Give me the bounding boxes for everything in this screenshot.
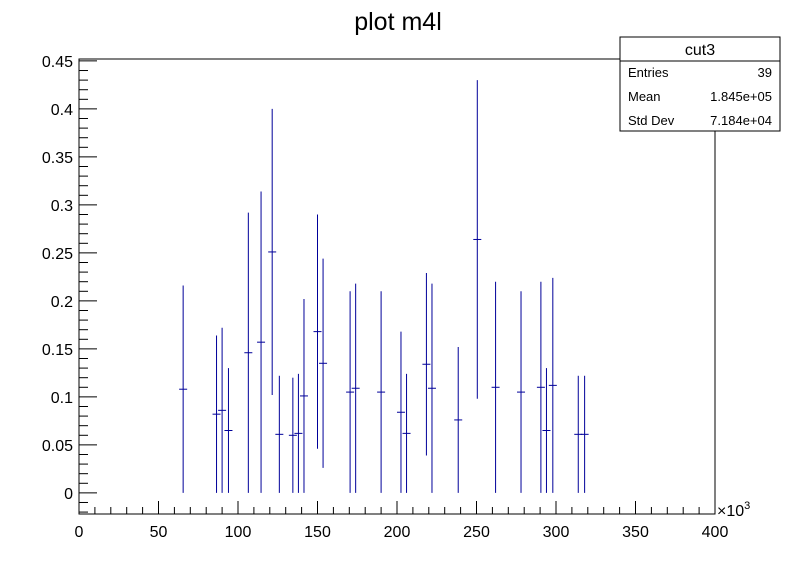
x-tick-label: 0 bbox=[75, 524, 84, 541]
y-tick-label: 0.45 bbox=[42, 54, 73, 71]
stats-entries-value: 39 bbox=[758, 65, 772, 80]
data-point bbox=[224, 368, 233, 493]
data-point bbox=[377, 291, 386, 493]
data-point bbox=[536, 281, 545, 493]
x-tick-label: 300 bbox=[543, 524, 570, 541]
data-point bbox=[313, 214, 322, 449]
y-tick-label: 0.25 bbox=[42, 246, 73, 263]
data-point bbox=[218, 327, 227, 493]
data-point bbox=[580, 375, 589, 493]
stats-box-title: cut3 bbox=[685, 42, 715, 59]
y-axis: 0 0.05 0.1 0.15 0.2 0.25 0.3 0.35 0.4 0.45 bbox=[42, 54, 97, 513]
data-point bbox=[548, 277, 557, 493]
data-point bbox=[244, 212, 253, 493]
y-tick-label: 0.2 bbox=[51, 294, 73, 311]
stats-box: cut3 Entries 39 Mean 1.845e+05 Std Dev 7… bbox=[619, 36, 781, 132]
x-exponent-power: 3 bbox=[744, 500, 750, 512]
stats-entries-label: Entries bbox=[628, 65, 669, 80]
chart-title: plot m4l bbox=[354, 8, 442, 36]
data-point bbox=[427, 283, 436, 493]
y-tick-label: 0 bbox=[64, 486, 73, 503]
y-tick-label: 0.1 bbox=[51, 390, 73, 407]
x-axis: 0 50 100 150 200 250 300 350 400 bbox=[75, 501, 729, 541]
x-tick-label: 150 bbox=[304, 524, 331, 541]
stats-stddev-value: 7.184e+04 bbox=[710, 113, 772, 128]
data-point bbox=[299, 298, 308, 493]
data-point bbox=[491, 281, 500, 493]
data-point bbox=[422, 273, 431, 456]
stats-mean-value: 1.845e+05 bbox=[710, 89, 772, 104]
data-point bbox=[268, 108, 277, 395]
x-tick-label: 50 bbox=[150, 524, 168, 541]
y-tick-label: 0.3 bbox=[51, 198, 73, 215]
x-exponent-label: ×103 bbox=[717, 500, 750, 520]
data-point bbox=[257, 191, 266, 493]
x-tick-label: 250 bbox=[463, 524, 490, 541]
x-tick-label: 200 bbox=[384, 524, 411, 541]
y-tick-label: 0.4 bbox=[51, 102, 73, 119]
data-point bbox=[319, 258, 328, 468]
data-point bbox=[179, 285, 188, 493]
stats-box-frame bbox=[619, 36, 781, 132]
data-point bbox=[275, 375, 284, 493]
data-point bbox=[396, 331, 405, 493]
x-tick-label: 100 bbox=[225, 524, 252, 541]
y-tick-label: 0.05 bbox=[42, 438, 73, 455]
stats-mean-label: Mean bbox=[628, 89, 661, 104]
stats-stddev-label: Std Dev bbox=[628, 113, 675, 128]
data-point bbox=[346, 291, 355, 493]
data-point bbox=[542, 368, 551, 493]
data-point bbox=[517, 291, 526, 493]
data-point bbox=[473, 80, 482, 399]
data-point bbox=[351, 283, 360, 493]
y-tick-label: 0.15 bbox=[42, 342, 73, 359]
data-point bbox=[294, 373, 303, 493]
data-point bbox=[402, 373, 411, 493]
x-exponent-base: ×10 bbox=[717, 503, 744, 520]
data-point bbox=[212, 335, 221, 493]
data-point bbox=[454, 346, 463, 493]
data-point bbox=[288, 377, 297, 493]
data-points bbox=[179, 80, 589, 493]
x-tick-label: 350 bbox=[622, 524, 649, 541]
y-tick-label: 0.35 bbox=[42, 150, 73, 167]
x-tick-label: 400 bbox=[702, 524, 729, 541]
